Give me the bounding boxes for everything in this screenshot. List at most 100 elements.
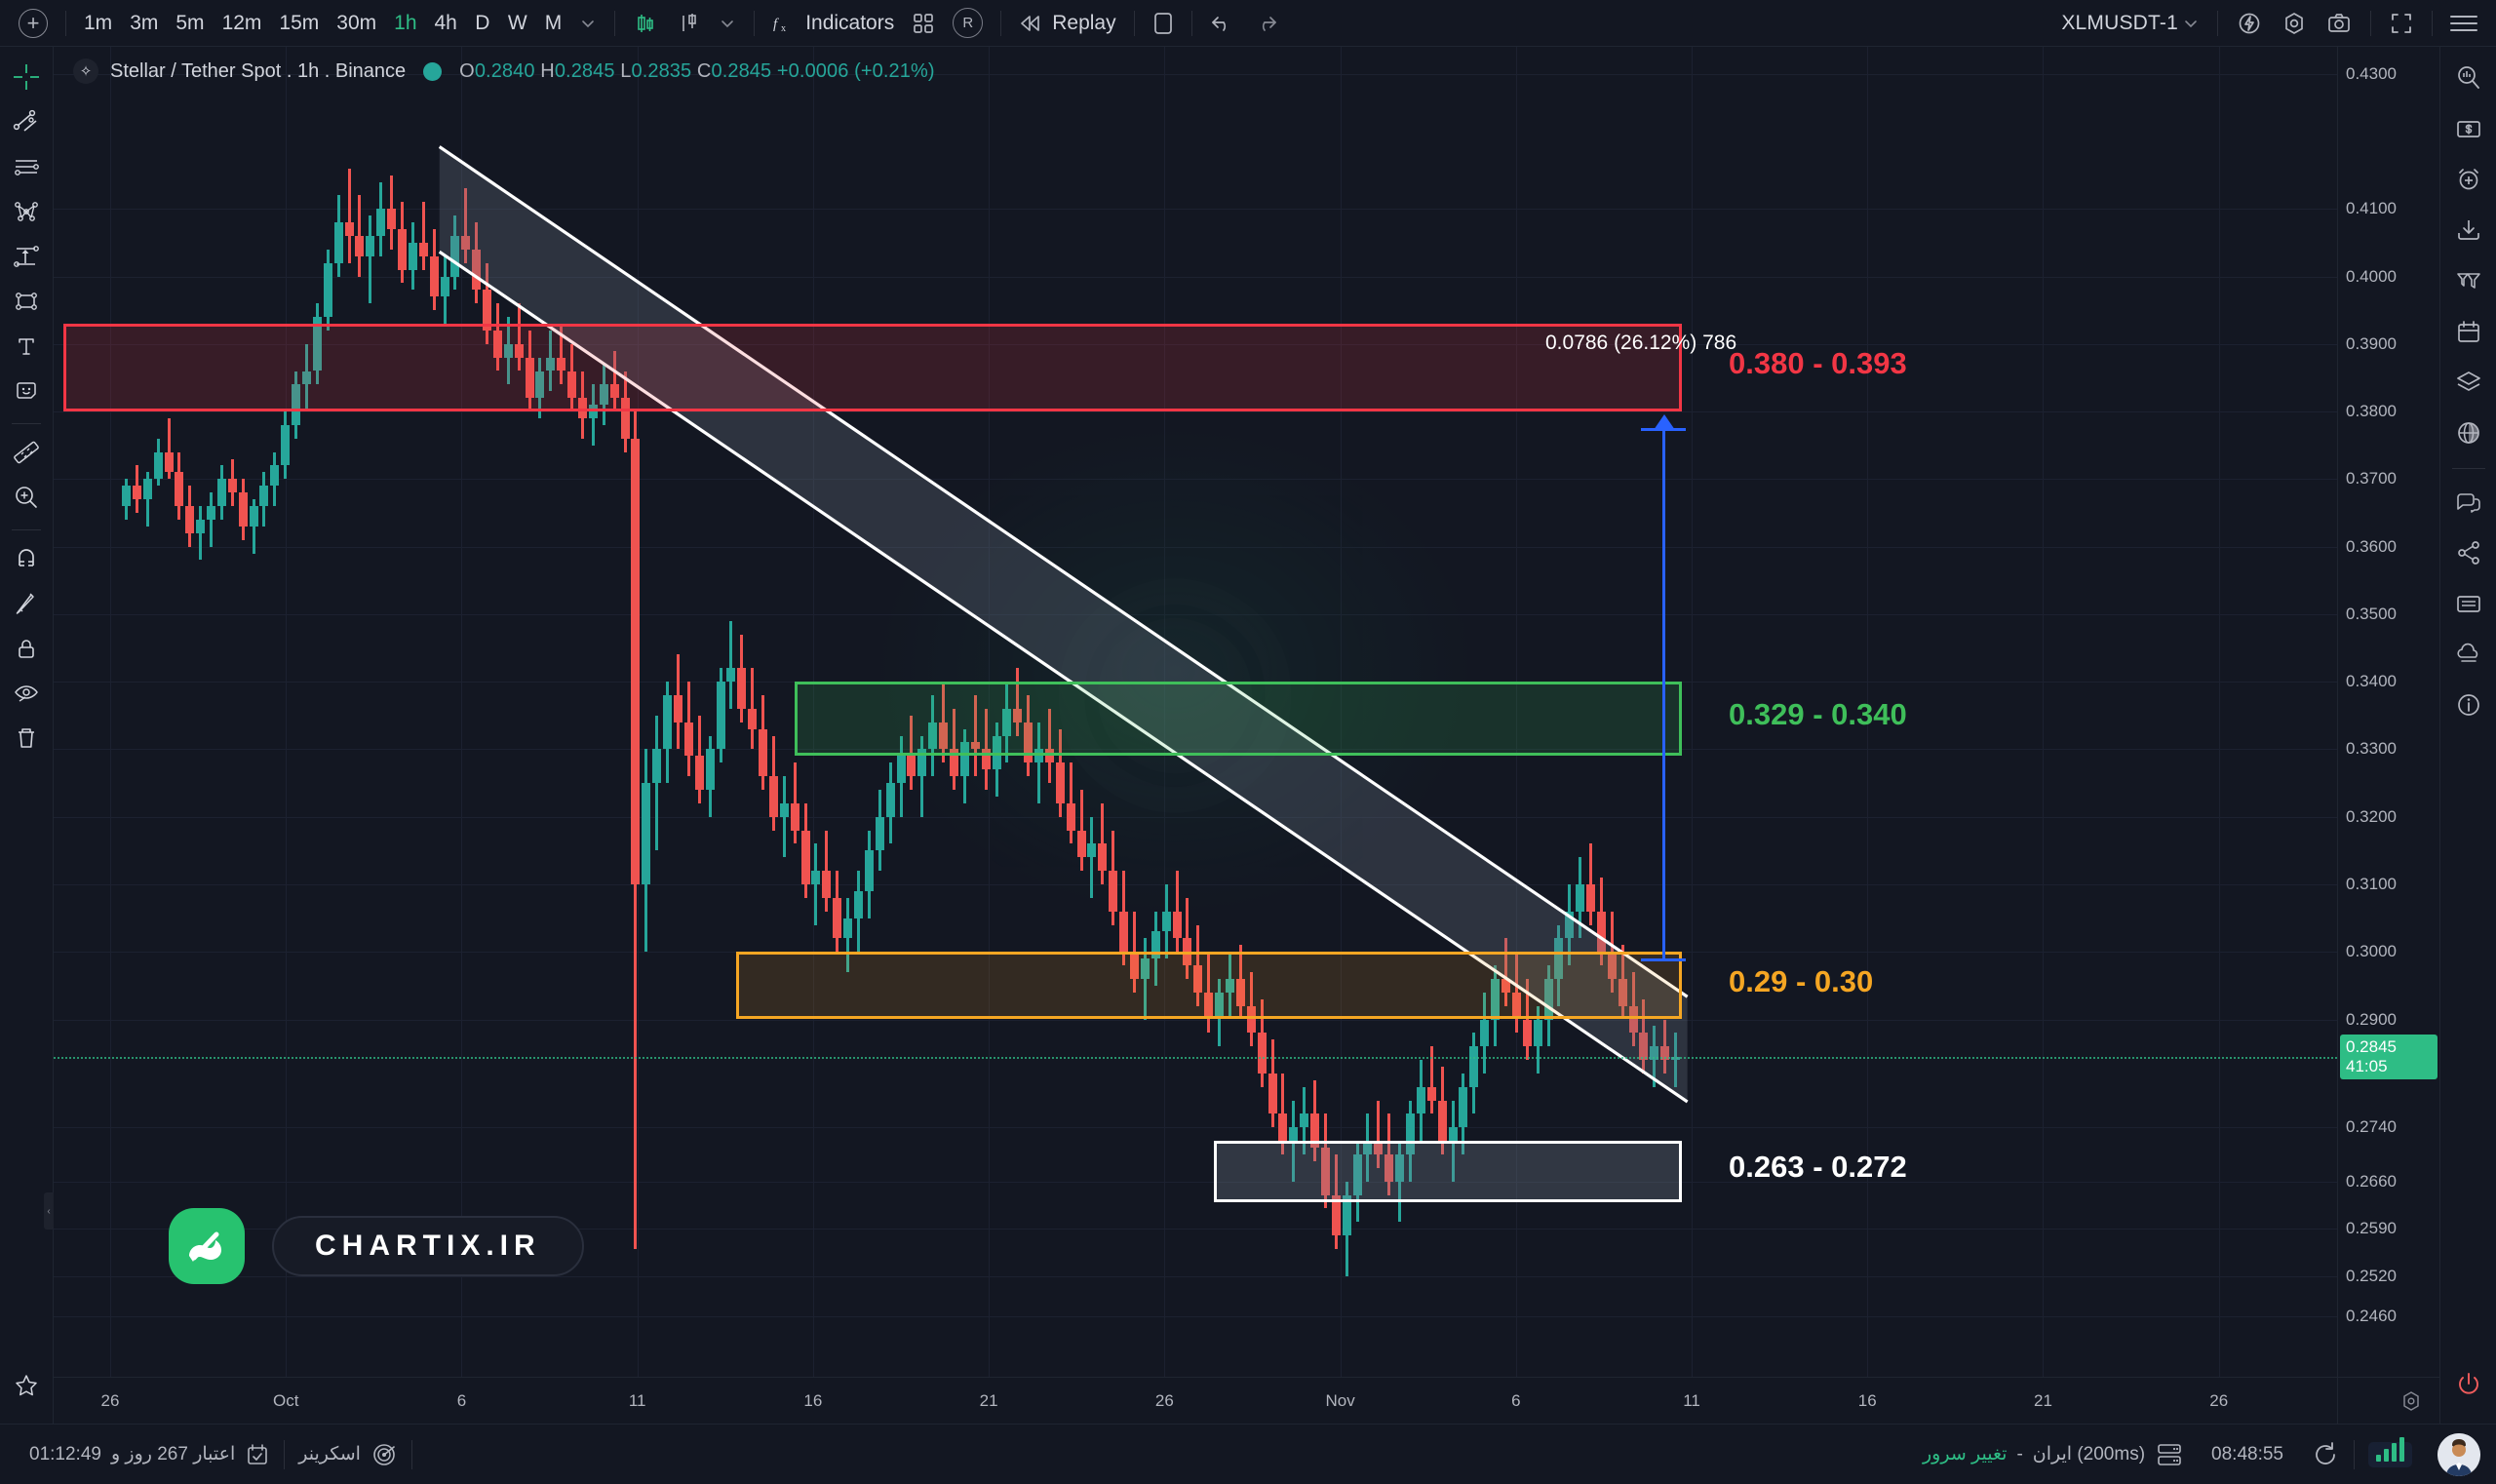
snapshot-button[interactable]	[2317, 7, 2361, 40]
candle-body	[216, 479, 226, 507]
power-button[interactable]	[2447, 1363, 2490, 1406]
replay-button[interactable]: Replay	[1010, 7, 1124, 40]
resistance-zone-red[interactable]	[63, 324, 1682, 412]
calendar-panel[interactable]	[2447, 310, 2490, 353]
candle-body	[1384, 1154, 1394, 1182]
time-axis[interactable]: 26Oct611162126Nov611162126Dec	[54, 1377, 2409, 1424]
clock-display[interactable]: 08:48:55	[2198, 1444, 2297, 1465]
candle-body	[1161, 911, 1171, 932]
pitchfork-tool[interactable]	[6, 191, 47, 232]
supply-zone-green[interactable]	[795, 682, 1682, 757]
support-zone-orange[interactable]	[736, 952, 1682, 1020]
watchlist-search[interactable]	[2447, 57, 2490, 99]
interval-12m[interactable]: 12m	[221, 11, 262, 34]
subscription-status[interactable]: 01:12:49 اعتبار 267 روز و	[16, 1442, 284, 1467]
time-tick: 26	[100, 1391, 120, 1410]
grid-templates-icon	[914, 13, 934, 33]
templates-button[interactable]	[903, 7, 944, 40]
interval-D[interactable]: D	[475, 11, 490, 34]
add-symbol-button[interactable]: +	[10, 7, 57, 40]
toolbar-divider	[1133, 10, 1135, 36]
candle-body	[302, 371, 312, 385]
horizontal-lines-tool[interactable]	[6, 146, 47, 187]
remove-drawings-tool[interactable]	[6, 718, 47, 759]
layout-button[interactable]	[1144, 7, 1183, 40]
hide-drawings-tool[interactable]	[6, 673, 47, 714]
share-panel[interactable]	[2447, 531, 2490, 574]
time-tick: 16	[803, 1391, 823, 1410]
refresh-button[interactable]	[2297, 1440, 2354, 1469]
interval-1m[interactable]: 1m	[84, 11, 113, 34]
language-panel[interactable]	[2447, 411, 2490, 454]
interval-M[interactable]: M	[544, 11, 563, 34]
orders-panel[interactable]	[2447, 107, 2490, 150]
candle-body	[694, 756, 704, 790]
chat-panel[interactable]	[2447, 481, 2490, 524]
chart-style-more-button[interactable]	[710, 7, 745, 40]
interval-1h[interactable]: 1h	[394, 11, 417, 34]
candle-body	[1098, 843, 1108, 872]
candle-wick	[729, 620, 733, 709]
interval-5m[interactable]: 5m	[176, 11, 205, 34]
legend-title[interactable]: Stellar / Tether Spot . 1h . Binance	[110, 59, 407, 82]
long-position-tool[interactable]	[6, 236, 47, 277]
candle-body	[408, 242, 417, 270]
settings-button[interactable]	[2272, 7, 2317, 40]
collapse-toolbar-button[interactable]: ‹	[44, 1192, 54, 1230]
magnet-tool[interactable]	[6, 538, 47, 579]
trend-line-tool[interactable]	[6, 101, 47, 142]
layers-panel[interactable]	[2447, 361, 2490, 404]
favorites-tool[interactable]	[6, 1365, 47, 1406]
chart-style-button[interactable]	[667, 7, 710, 40]
news-panel[interactable]	[2447, 582, 2490, 625]
server-selector[interactable]: تغییر سرور - ایران (200ms)	[1909, 1442, 2198, 1467]
text-tool[interactable]	[6, 326, 47, 367]
candle-body	[1416, 1086, 1425, 1114]
drawing-toolbar: ‹	[0, 47, 54, 1424]
rectangle-tool[interactable]	[6, 281, 47, 322]
symbol-selector[interactable]: XLMUSDT-1	[2052, 7, 2208, 40]
main-menu-button[interactable]	[2441, 7, 2486, 40]
zoom-tool[interactable]	[6, 477, 47, 518]
undo-button[interactable]	[1201, 7, 1244, 40]
indicators-button[interactable]: f x Indicators	[763, 7, 903, 40]
interval-3m[interactable]: 3m	[130, 11, 159, 34]
current-price-badge[interactable]: 0.2845 41:05	[2340, 1034, 2438, 1079]
time-settings-icon[interactable]	[2400, 1390, 2422, 1417]
lock-drawings-tool[interactable]	[6, 628, 47, 669]
alerts-panel[interactable]	[2447, 158, 2490, 201]
connection-quality[interactable]	[2355, 1436, 2426, 1467]
text-t-icon	[19, 338, 34, 355]
chart-type-button[interactable]	[624, 7, 667, 40]
demand-zone-gray[interactable]	[1214, 1141, 1682, 1202]
crosshair-tool[interactable]	[6, 57, 47, 98]
interval-W[interactable]: W	[507, 11, 527, 34]
interval-30m[interactable]: 30m	[336, 11, 377, 34]
price-axis[interactable]: 0.4300 0.4100 0.4000 0.3900 0.3800 0.3700 0.36…	[2337, 47, 2439, 1377]
sticker-tool[interactable]	[6, 371, 47, 411]
fullscreen-button[interactable]	[2380, 7, 2423, 40]
time-tick: Oct	[272, 1391, 299, 1410]
user-avatar[interactable]	[2438, 1432, 2480, 1476]
star-icon	[16, 1375, 37, 1396]
interval-4h[interactable]: 4h	[434, 11, 457, 34]
interval-15m[interactable]: 15m	[279, 11, 320, 34]
candle-body	[843, 918, 853, 939]
download-panel[interactable]	[2447, 209, 2490, 252]
candle-body	[854, 890, 864, 918]
drawing-mode-tool[interactable]	[6, 583, 47, 624]
info-panel[interactable]	[2447, 683, 2490, 726]
screener-button[interactable]: اسکرینر	[285, 1441, 411, 1468]
measure-tool[interactable]	[6, 432, 47, 473]
candle-wick	[1674, 1033, 1678, 1087]
price-chart-pane[interactable]: ◉ 0.380 - 0.393 0.329 - 0.340 0.29 - 0.30 0…	[54, 47, 2337, 1377]
ideas-panel[interactable]	[2447, 633, 2490, 676]
screener-filter[interactable]	[2447, 259, 2490, 302]
interval-more-button[interactable]	[570, 7, 605, 40]
candle-body	[376, 209, 386, 236]
alert-button[interactable]	[2227, 7, 2272, 40]
replay-badge-button[interactable]: R	[944, 7, 992, 40]
candle-body	[737, 668, 747, 709]
redo-button[interactable]	[1244, 7, 1287, 40]
candle-body	[164, 451, 174, 473]
